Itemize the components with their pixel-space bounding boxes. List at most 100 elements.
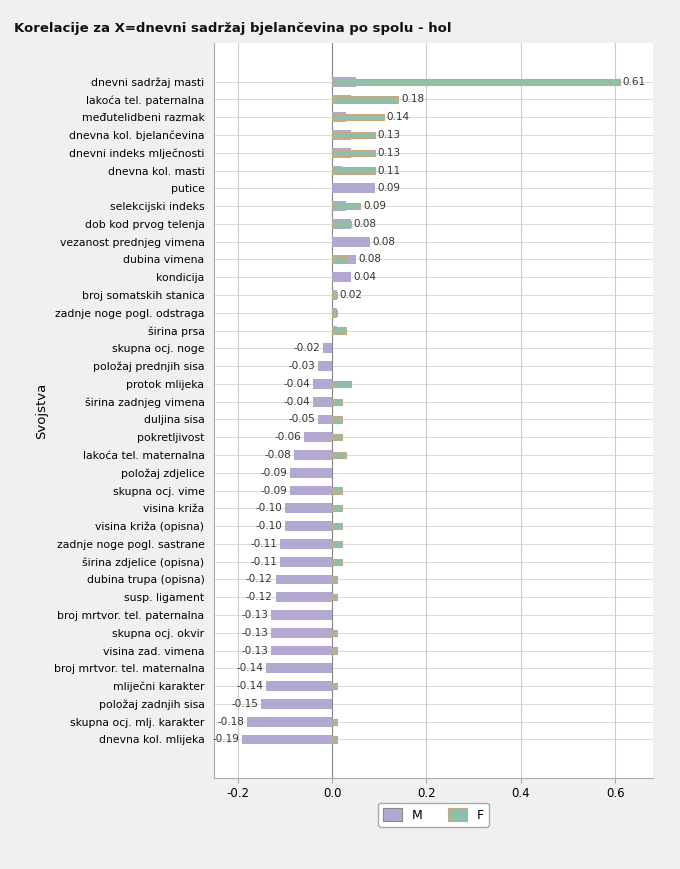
Bar xyxy=(294,450,332,460)
Text: 0.08: 0.08 xyxy=(373,236,396,247)
Text: -0.04: -0.04 xyxy=(284,397,310,407)
Bar xyxy=(332,114,384,121)
Bar xyxy=(332,683,337,689)
Bar xyxy=(266,664,332,673)
Text: -0.09: -0.09 xyxy=(260,486,287,495)
Bar xyxy=(332,399,341,405)
Y-axis label: Svojstva: Svojstva xyxy=(35,382,48,439)
Text: -0.05: -0.05 xyxy=(288,415,315,424)
Bar xyxy=(332,168,375,174)
Text: -0.13: -0.13 xyxy=(241,646,268,655)
Bar xyxy=(332,76,356,87)
Bar xyxy=(332,130,351,140)
Bar xyxy=(332,290,337,300)
Bar xyxy=(332,112,346,123)
Bar xyxy=(332,202,346,211)
Bar xyxy=(318,362,332,371)
Bar xyxy=(323,343,332,354)
Bar xyxy=(332,309,337,316)
Bar xyxy=(313,379,332,388)
Bar xyxy=(332,523,341,529)
Bar xyxy=(290,486,332,495)
Bar xyxy=(332,256,346,262)
Bar xyxy=(332,434,341,441)
Bar xyxy=(332,505,341,512)
Text: -0.06: -0.06 xyxy=(274,432,301,442)
Bar xyxy=(271,628,332,638)
Text: -0.13: -0.13 xyxy=(241,610,268,620)
Bar xyxy=(332,576,337,582)
Bar xyxy=(332,647,337,653)
Bar xyxy=(332,630,337,636)
Bar xyxy=(275,574,332,584)
Text: -0.09: -0.09 xyxy=(260,468,287,478)
Bar xyxy=(332,149,375,156)
Bar xyxy=(243,734,332,745)
Bar xyxy=(304,433,332,442)
Bar xyxy=(332,488,341,494)
Bar xyxy=(290,468,332,478)
Bar xyxy=(332,328,346,334)
X-axis label: Kor.koeficient: Kor.koeficient xyxy=(389,806,478,819)
Legend: M, F: M, F xyxy=(378,803,489,826)
Bar xyxy=(332,559,341,565)
Text: -0.14: -0.14 xyxy=(237,681,263,691)
Text: 0.61: 0.61 xyxy=(623,76,646,87)
Bar xyxy=(332,594,337,600)
Bar xyxy=(275,593,332,602)
Bar xyxy=(261,699,332,709)
Text: 0.18: 0.18 xyxy=(401,95,424,104)
Text: 0.02: 0.02 xyxy=(339,290,362,300)
Text: -0.10: -0.10 xyxy=(256,521,282,531)
Text: Korelacije za X=dnevni sadržaj bjelančevina po spolu - hol: Korelacije za X=dnevni sadržaj bjelančev… xyxy=(14,22,451,35)
Bar xyxy=(332,255,356,264)
Bar xyxy=(248,717,332,726)
Bar xyxy=(332,219,351,229)
Bar xyxy=(332,736,337,743)
Text: -0.11: -0.11 xyxy=(250,557,277,567)
Bar xyxy=(332,326,337,335)
Text: -0.12: -0.12 xyxy=(245,593,273,602)
Bar xyxy=(266,681,332,691)
Text: -0.11: -0.11 xyxy=(250,539,277,549)
Bar xyxy=(280,539,332,549)
Text: 0.09: 0.09 xyxy=(363,201,386,211)
Text: 0.04: 0.04 xyxy=(354,272,377,282)
Text: -0.18: -0.18 xyxy=(218,717,244,726)
Text: -0.08: -0.08 xyxy=(265,450,292,460)
Text: 0.08: 0.08 xyxy=(354,219,377,229)
Bar xyxy=(313,397,332,407)
Bar xyxy=(271,646,332,655)
Bar xyxy=(285,521,332,531)
Text: -0.03: -0.03 xyxy=(288,362,315,371)
Bar xyxy=(332,183,375,193)
Bar xyxy=(332,416,341,422)
Text: 0.13: 0.13 xyxy=(377,148,401,158)
Text: -0.02: -0.02 xyxy=(293,343,320,354)
Bar xyxy=(285,503,332,514)
Bar xyxy=(332,78,619,85)
Bar xyxy=(332,719,337,725)
Text: 0.09: 0.09 xyxy=(377,183,401,194)
Text: 0.08: 0.08 xyxy=(358,255,381,264)
Bar xyxy=(271,610,332,620)
Text: -0.10: -0.10 xyxy=(256,503,282,514)
Bar xyxy=(332,132,375,138)
Bar xyxy=(332,166,341,176)
Bar xyxy=(280,557,332,567)
Bar xyxy=(332,292,337,298)
Bar xyxy=(332,96,398,103)
Bar xyxy=(332,203,360,209)
Bar xyxy=(332,148,351,157)
Text: 0.13: 0.13 xyxy=(377,130,401,140)
Text: 0.11: 0.11 xyxy=(377,166,401,176)
Bar xyxy=(332,541,341,547)
Text: -0.19: -0.19 xyxy=(213,734,239,745)
Text: -0.15: -0.15 xyxy=(232,699,258,709)
Bar xyxy=(332,272,351,282)
Text: 0.14: 0.14 xyxy=(387,112,410,123)
Bar xyxy=(332,221,351,227)
Text: -0.14: -0.14 xyxy=(237,663,263,673)
Text: -0.13: -0.13 xyxy=(241,627,268,638)
Bar xyxy=(332,452,346,458)
